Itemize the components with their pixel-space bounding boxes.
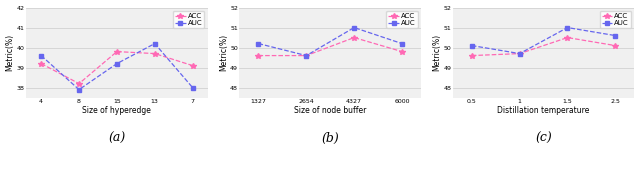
ACC (398, 51, 406, 53)
AUC (564, 27, 572, 29)
ACC (255, 55, 262, 57)
AUC (303, 55, 310, 57)
Line: AUC: AUC (257, 26, 404, 57)
ACC (37, 63, 45, 65)
Line: ACC: ACC (469, 35, 618, 58)
ACC (303, 55, 310, 57)
ACC (350, 37, 358, 39)
AUC (468, 45, 476, 47)
AUC (398, 43, 406, 45)
Legend: ACC, AUC: ACC, AUC (600, 11, 631, 28)
AUC (75, 89, 83, 91)
Text: (a): (a) (108, 132, 125, 145)
ACC (516, 53, 524, 55)
Legend: ACC, AUC: ACC, AUC (173, 11, 204, 28)
X-axis label: Size of node buffer: Size of node buffer (294, 106, 367, 115)
ACC (189, 65, 196, 67)
AUC (113, 63, 121, 65)
AUC (151, 43, 159, 45)
Line: AUC: AUC (40, 42, 195, 91)
AUC (37, 55, 45, 57)
AUC (611, 34, 619, 37)
Y-axis label: Metric(%): Metric(%) (219, 34, 228, 71)
Line: AUC: AUC (470, 26, 617, 55)
Legend: ACC, AUC: ACC, AUC (387, 11, 418, 28)
X-axis label: Distillation temperature: Distillation temperature (497, 106, 589, 115)
Y-axis label: Metric(%): Metric(%) (6, 34, 15, 71)
ACC (75, 83, 83, 85)
ACC (611, 45, 619, 47)
AUC (516, 53, 524, 55)
AUC (255, 43, 262, 45)
AUC (350, 27, 358, 29)
Line: ACC: ACC (256, 35, 404, 58)
ACC (468, 55, 476, 57)
Text: (b): (b) (321, 132, 339, 145)
ACC (564, 37, 572, 39)
Line: ACC: ACC (38, 49, 195, 86)
ACC (151, 53, 159, 55)
Y-axis label: Metric(%): Metric(%) (432, 34, 441, 71)
ACC (113, 51, 121, 53)
X-axis label: Size of hyperedge: Size of hyperedge (83, 106, 151, 115)
AUC (189, 87, 196, 89)
Text: (c): (c) (535, 132, 552, 145)
